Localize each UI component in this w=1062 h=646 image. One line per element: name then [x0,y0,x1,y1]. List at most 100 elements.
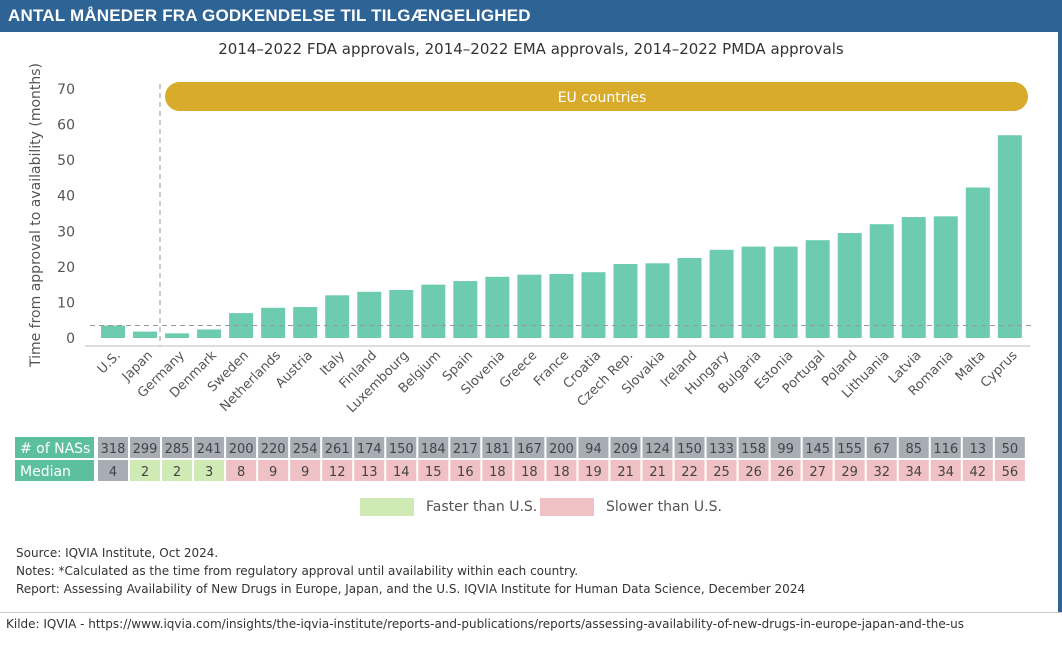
nas-cell [674,437,705,458]
median-cell [930,460,961,481]
nas-value: 220 [261,442,286,457]
nas-cell [322,437,353,458]
nas-cell [834,437,865,458]
nas-cell [482,437,513,458]
median-cell [866,460,897,481]
nas-cell [418,437,449,458]
median-value: 9 [301,465,309,480]
nas-cell [994,437,1025,458]
legend-swatch-slower [540,498,594,516]
bar-bulgaria [741,246,766,338]
nas-value: 116 [933,442,958,457]
bar-sweden [229,313,254,338]
nas-cell [354,437,385,458]
median-cell [706,460,737,481]
median-value: 8 [237,465,245,480]
median-value: 42 [970,465,987,480]
bar-france [549,273,574,338]
nas-cell [770,437,801,458]
median-value: 25 [713,465,730,480]
median-value: 12 [329,465,346,480]
nas-cell [930,437,961,458]
median-cell [162,460,193,481]
nas-cell [610,437,641,458]
median-value: 29 [841,465,858,480]
nas-value: 150 [389,442,414,457]
nas-value: 67 [873,442,890,457]
nas-cell [642,437,673,458]
y-axis-label: Time from approval to availability (mont… [28,63,44,368]
median-value: 2 [173,465,181,480]
nas-cell [98,437,128,458]
nas-value: 174 [357,442,382,457]
median-value: 14 [393,465,410,480]
legend-slower: Slower than U.S. [540,498,722,516]
bar-poland [837,233,862,338]
nas-value: 50 [1002,442,1019,457]
bar-ireland [677,257,702,338]
median-cell [610,460,641,481]
nas-cell [258,437,289,458]
median-value: 22 [681,465,698,480]
table-row-label: Median [20,464,71,480]
bar-lithuania [869,224,894,338]
median-value: 18 [553,465,570,480]
median-cell [514,460,545,481]
nas-value: 217 [453,442,478,457]
median-value: 26 [777,465,794,480]
median-value: 21 [617,465,634,480]
report-note: Report: Assessing Availability of New Dr… [16,582,806,596]
nas-value: 241 [197,442,222,457]
median-cell [674,460,705,481]
nas-value: 318 [101,442,126,457]
median-value: 15 [425,465,442,480]
median-cell [258,460,289,481]
chart: 0 10 20 30 40 50 60 70 Time from approval to ava… [15,63,1032,481]
median-value: 21 [649,465,666,480]
median-value: 56 [1002,465,1019,480]
table-row-label: # of NASs [20,441,90,457]
legend-swatch-faster [360,498,414,516]
bar-romania [933,216,958,338]
footer-source[interactable]: Kilde: IQVIA - https://www.iqvia.com/ins… [0,612,1062,646]
bar-hungary [709,249,734,338]
median-value: 4 [109,465,117,480]
bar-czechrep [613,264,638,338]
bar-slovenia [485,276,510,338]
y-tick-label: 60 [57,118,75,134]
source-note: Source: IQVIA Institute, Oct 2024. [16,546,219,560]
y-tick-label: 40 [57,189,75,205]
median-value: 32 [873,465,890,480]
median-cell [482,460,513,481]
calc-note: Notes: *Calculated as the time from regu… [16,564,579,578]
nas-cell [706,437,737,458]
nas-value: 94 [585,442,602,457]
nas-value: 145 [805,442,830,457]
median-value: 26 [745,465,762,480]
nas-value: 167 [517,442,542,457]
median-cell [98,460,128,481]
median-value: 13 [361,465,378,480]
bar-greece [517,274,542,338]
y-tick-label: 0 [66,331,75,347]
bar-denmark [197,329,222,338]
median-cell [738,460,769,481]
median-value: 19 [585,465,602,480]
nas-cell [962,437,993,458]
nas-cell [226,437,257,458]
median-value: 34 [905,465,922,480]
bar-croatia [581,272,606,338]
x-tick-label: Cyprus [978,348,1021,391]
median-cell [802,460,833,481]
chart-title: 2014–2022 FDA approvals, 2014–2022 EMA a… [218,40,844,58]
table-row-label-cell [15,437,94,458]
bar-netherlands [261,307,286,338]
chart-frame [0,32,1062,612]
median-cell [290,460,321,481]
median-cell [834,460,865,481]
median-cell [194,460,225,481]
median-cell [546,460,577,481]
nas-cell [898,437,929,458]
nas-cell [546,437,577,458]
median-cell [898,460,929,481]
